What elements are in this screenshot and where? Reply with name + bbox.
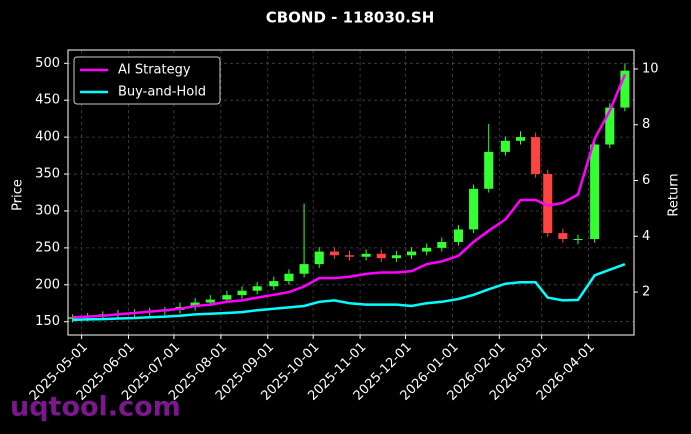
candle-body xyxy=(437,241,447,248)
candle-body xyxy=(252,286,262,291)
candle-body xyxy=(422,247,432,252)
candle-body xyxy=(190,302,200,307)
plot-frame xyxy=(67,49,635,336)
y-tick-label: 200 xyxy=(35,277,60,292)
return-line xyxy=(72,263,626,322)
chart-title: CBOND - 118030.SH xyxy=(266,9,435,27)
candle-body xyxy=(376,253,386,259)
candle-body xyxy=(543,174,553,234)
y2-tick-label: 2 xyxy=(642,285,650,300)
y-tick-label: 150 xyxy=(35,314,60,329)
candle-body xyxy=(573,239,583,241)
y-axis-label: Price xyxy=(11,179,26,211)
candle-body xyxy=(590,144,600,240)
candle-body xyxy=(329,251,339,256)
candle-body xyxy=(237,290,247,296)
y2-tick-label: 4 xyxy=(642,229,650,244)
candle-body xyxy=(284,273,294,282)
y2-tick-label: 10 xyxy=(642,61,659,76)
candle-body xyxy=(314,251,324,265)
candle-body xyxy=(500,140,510,152)
y2-axis-label: Return xyxy=(667,173,682,216)
candle-body xyxy=(605,107,615,145)
y-tick-label: 450 xyxy=(35,93,60,108)
legend: AI Strategy Buy-and-Hold xyxy=(73,56,221,105)
candle-body xyxy=(531,137,541,175)
y-tick-label: 250 xyxy=(35,240,60,255)
legend-label: Buy-and-Hold xyxy=(118,85,206,100)
candle-body xyxy=(222,295,232,300)
candle-body xyxy=(620,70,630,108)
legend-label: AI Strategy xyxy=(118,63,191,78)
legend-box xyxy=(73,56,221,105)
candle-body xyxy=(299,264,309,274)
watermark: uqtool.com xyxy=(10,392,181,423)
candle-body xyxy=(406,251,417,256)
y-tick-label: 300 xyxy=(35,203,60,218)
candle-body xyxy=(558,233,568,240)
candle-body xyxy=(469,188,479,230)
y2-tick-label: 8 xyxy=(642,117,650,132)
candle-body xyxy=(361,253,371,257)
y-tick-label: 350 xyxy=(35,167,60,182)
candle-body xyxy=(391,255,401,259)
return-line xyxy=(72,74,627,319)
candle-body xyxy=(453,229,463,242)
y-tick-label: 400 xyxy=(35,130,60,145)
candle-body xyxy=(344,255,355,257)
candle-body xyxy=(484,151,494,189)
candle-body xyxy=(205,299,215,303)
candle-body xyxy=(515,137,526,141)
y-tick-label: 500 xyxy=(35,56,60,71)
candle-body xyxy=(269,281,279,287)
y2-tick-label: 6 xyxy=(642,173,650,188)
